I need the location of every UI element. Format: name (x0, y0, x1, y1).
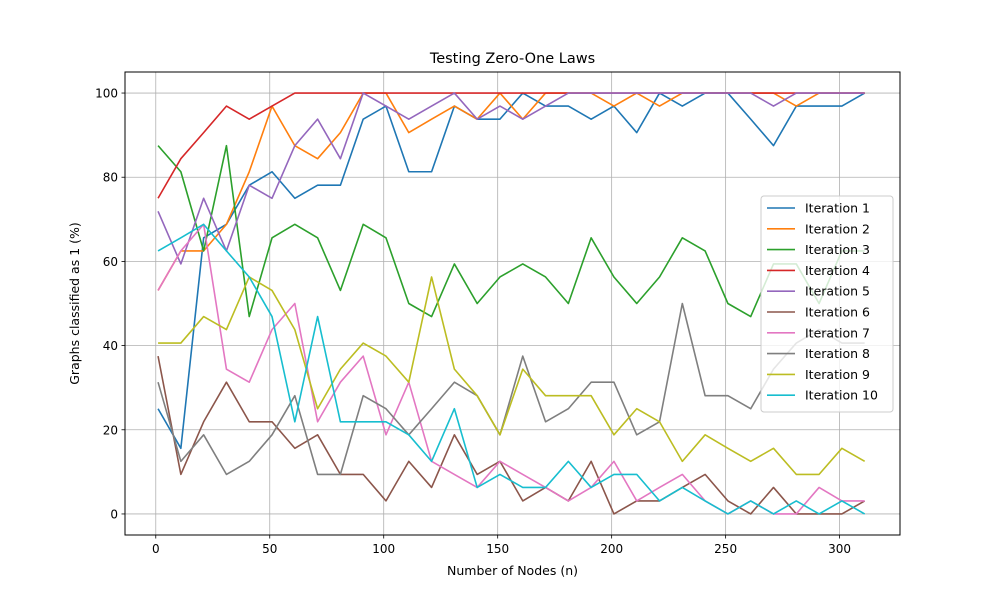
y-tick-label: 0 (110, 507, 118, 521)
x-tick-label: 0 (152, 542, 160, 556)
y-tick-label: 20 (103, 423, 118, 437)
plot-lines (157, 92, 866, 515)
y-axis-ticks: 0 20 40 60 80 100 (95, 87, 125, 521)
y-tick-label: 80 (103, 171, 118, 185)
legend-label: Iteration 6 (805, 305, 870, 320)
series-line-iteration-3 (157, 144, 865, 318)
y-axis-label: Graphs classified as 1 (%) (67, 222, 82, 385)
series-line-iteration-8 (157, 302, 865, 476)
x-tick-label: 150 (486, 542, 509, 556)
y-tick-label: 60 (103, 255, 118, 269)
y-tick-label: 40 (103, 339, 118, 353)
legend-label: Iteration 5 (805, 284, 870, 299)
chart-title: Testing Zero-One Laws (429, 51, 595, 67)
legend-label: Iteration 9 (805, 367, 870, 382)
x-tick-label: 300 (828, 542, 851, 556)
plot-frame (124, 71, 901, 536)
series-line-iteration-10 (157, 223, 866, 515)
x-tick-label: 100 (372, 542, 395, 556)
legend: Iteration 1 Iteration 2 Iteration 3 Iterati… (760, 195, 894, 413)
x-tick-label: 200 (600, 542, 623, 556)
legend-label: Iteration 2 (805, 221, 870, 236)
x-tick-label: 50 (262, 542, 277, 556)
x-axis-label: Number of Nodes (n) (447, 563, 578, 578)
legend-label: Iteration 3 (805, 242, 870, 257)
legend-label: Iteration 7 (805, 325, 870, 340)
legend-label: Iteration 10 (805, 388, 878, 403)
series-line-iteration-9 (158, 276, 866, 476)
x-tick-label: 250 (714, 542, 737, 556)
x-axis-ticks: 0 50 100 150 200 250 300 (152, 535, 851, 556)
series-line-iteration-5 (157, 92, 865, 265)
legend-label: Iteration 8 (805, 346, 870, 361)
legend-label: Iteration 4 (805, 263, 870, 278)
y-tick-label: 100 (95, 87, 118, 101)
legend-label: Iteration 1 (805, 201, 870, 216)
